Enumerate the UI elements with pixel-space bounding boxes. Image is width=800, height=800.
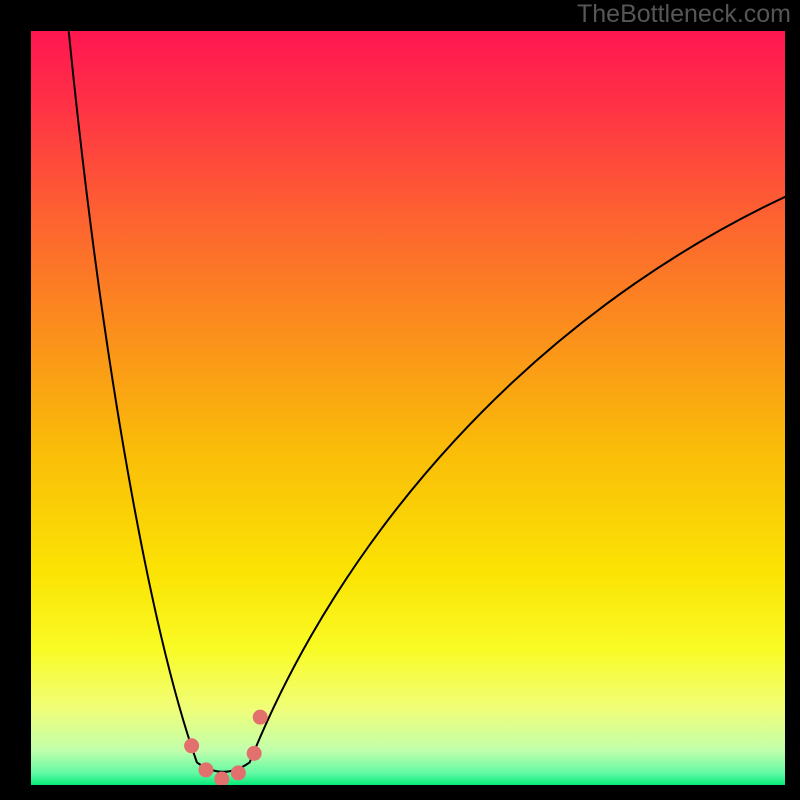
plot-area [31, 31, 785, 785]
bottleneck-curve [69, 31, 785, 772]
data-marker [198, 762, 213, 777]
data-marker [247, 746, 262, 761]
data-marker [214, 771, 229, 785]
data-marker [231, 765, 246, 780]
marker-group [184, 710, 268, 785]
data-marker [184, 738, 199, 753]
curve-layer [31, 31, 785, 785]
data-marker [253, 710, 268, 725]
watermark-text: TheBottleneck.com [577, 0, 791, 29]
